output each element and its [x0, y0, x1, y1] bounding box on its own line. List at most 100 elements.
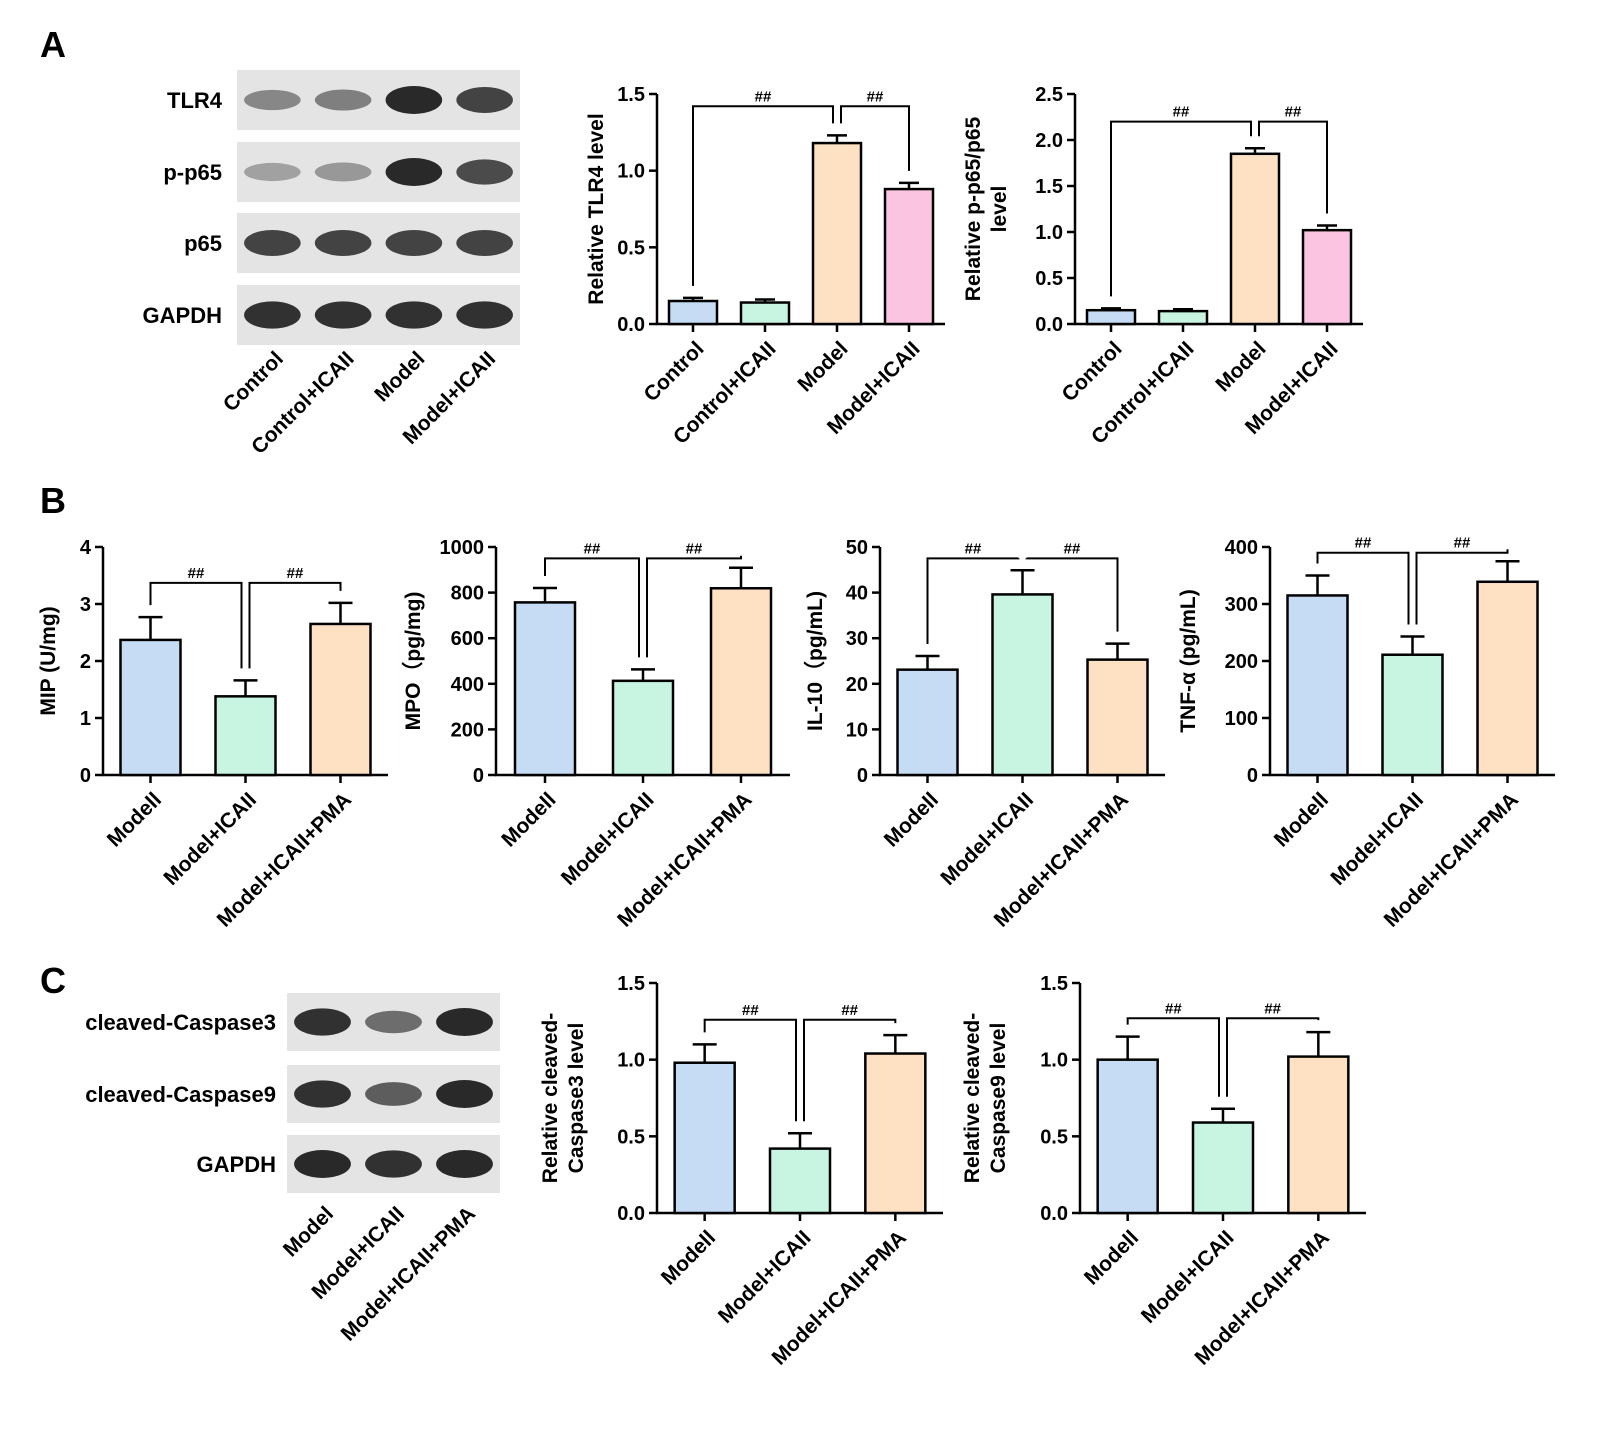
band-cleaved-caspase3-lane-1 [294, 1008, 351, 1036]
band-cleaved-caspase9-lane-3 [436, 1080, 493, 1108]
y-tick-label: 1.0 [1040, 1050, 1068, 1072]
y-tick-label: 0.0 [617, 314, 645, 336]
significance-label: ## [1454, 535, 1471, 552]
significance-bracket [1025, 557, 1119, 632]
y-tick-label: 1.0 [617, 161, 645, 183]
band-gapdh-lane-1 [294, 1150, 351, 1178]
y-axis-title: MIP (U/mg) [37, 606, 60, 715]
y-axis-title: MPO（pg/mg) [401, 592, 425, 731]
category-label-modell: Modell [103, 788, 166, 851]
band-cleaved-caspase3-lane-3 [436, 1008, 493, 1036]
y-tick-label: 1000 [440, 537, 485, 559]
lane-label-model: Model [370, 347, 429, 406]
y-tick-label: 1 [80, 708, 91, 730]
y-tick-label: 1.5 [617, 84, 645, 106]
band-label-p-p65: p-p65 [163, 160, 222, 185]
y-tick-label: 2 [80, 651, 91, 673]
bar-model-icaii [1301, 228, 1353, 326]
y-axis-title: IL-10（pg/mL) [803, 591, 827, 731]
band-tlr4-lane-2 [314, 89, 372, 111]
panel-letter-c: C [40, 960, 66, 1001]
bar-modell [119, 638, 182, 777]
y-tick-label: 1.0 [617, 1050, 645, 1072]
y-tick-label: 0.5 [617, 237, 645, 259]
significance-bracket [149, 581, 243, 669]
chart-3: 01234ModellModel+ICAIIModel+ICAII+PMAMIP… [37, 537, 388, 932]
y-tick-label: 0.0 [1040, 1203, 1068, 1225]
significance-bracket [544, 557, 640, 658]
y-tick-label: 1.5 [617, 973, 645, 995]
chart-6: 0100200300400ModellModel+ICAIIModel+ICAI… [1177, 535, 1555, 932]
band-tlr4-lane-4 [456, 87, 513, 113]
y-tick-label: 0 [473, 765, 484, 787]
significance-label: ## [742, 1002, 759, 1019]
significance-label: ## [686, 540, 703, 557]
category-label-model-icaii: Model+ICAII [159, 788, 261, 890]
bar-model [1229, 152, 1281, 326]
band-gapdh-lane-2 [365, 1150, 422, 1178]
significance-bracket [1415, 549, 1509, 625]
bar-control-icaii [1157, 309, 1209, 326]
y-tick-label: 40 [846, 583, 868, 605]
y-tick-label: 100 [1225, 708, 1258, 730]
bar-model-icaii-pma [709, 587, 773, 777]
significance-label: ## [965, 540, 982, 557]
y-tick-label: 0.0 [617, 1203, 645, 1225]
bar-modell [1096, 1058, 1159, 1215]
chart-4: 02004006008001000ModellModel+ICAIIModel+… [401, 537, 790, 932]
band-label-gapdh: GAPDH [143, 303, 222, 328]
bar-model-icaii [991, 593, 1054, 777]
band-label-cleaved-caspase3: cleaved-Caspase3 [85, 1010, 276, 1035]
significance-label: ## [867, 88, 884, 105]
significance-bracket [248, 581, 342, 669]
y-tick-label: 1.5 [1035, 176, 1063, 198]
band-cleaved-caspase3-lane-2 [365, 1010, 422, 1034]
bar-model-icaii [1191, 1121, 1255, 1215]
significance-bracket [646, 555, 742, 658]
category-label-model: Model [793, 337, 852, 396]
y-tick-label: 200 [451, 719, 484, 741]
significance-bracket [692, 105, 834, 286]
band-p65-lane-3 [385, 230, 443, 256]
significance-bracket [1258, 120, 1328, 214]
bar-model-icaii [611, 679, 675, 777]
band-tlr4-lane-1 [244, 89, 301, 111]
y-axis-title: level [988, 186, 1011, 233]
bar-model-icaii-pma [1086, 658, 1149, 777]
bar-model-icaii-pma [1287, 1055, 1350, 1215]
significance-bracket [926, 557, 1020, 644]
band-cleaved-caspase9-lane-2 [365, 1082, 422, 1106]
significance-label: ## [584, 540, 601, 557]
category-label-control: Control [639, 337, 708, 406]
category-label-modell: Modell [657, 1226, 720, 1289]
panel-letter-b: B [40, 480, 66, 521]
significance-label: ## [1285, 104, 1302, 121]
band-p-p65-lane-4 [456, 159, 513, 185]
band-gapdh-lane-4 [456, 301, 513, 329]
significance-bracket [1226, 1017, 1320, 1097]
category-label-model-icaii: Model+ICAII [1137, 1226, 1239, 1328]
bar-control [667, 299, 719, 326]
chart-5: 01020304050ModellModel+ICAIIModel+ICAII+… [803, 537, 1165, 932]
category-label-control: Control [1057, 337, 1126, 406]
y-tick-label: 50 [846, 537, 868, 559]
bar-control [1085, 308, 1137, 326]
y-tick-label: 4 [80, 537, 92, 559]
bar-modell [673, 1061, 736, 1215]
band-cleaved-caspase9-lane-1 [294, 1080, 351, 1108]
y-tick-label: 800 [451, 583, 484, 605]
lane-label-model: Model [279, 1202, 338, 1261]
band-p-p65-lane-1 [244, 162, 301, 182]
significance-label: ## [841, 1002, 858, 1019]
category-label-modell: Modell [880, 788, 943, 851]
y-axis-title: Caspase9 level [987, 1023, 1010, 1174]
significance-label: ## [1165, 1000, 1182, 1017]
band-p65-lane-1 [244, 230, 301, 256]
y-tick-label: 0.0 [1035, 314, 1063, 336]
band-label-cleaved-caspase9: cleaved-Caspase9 [85, 1082, 276, 1107]
significance-bracket [840, 105, 910, 171]
y-tick-label: 2.5 [1035, 84, 1063, 106]
category-label-model-icaii: Model+ICAII [557, 788, 659, 890]
